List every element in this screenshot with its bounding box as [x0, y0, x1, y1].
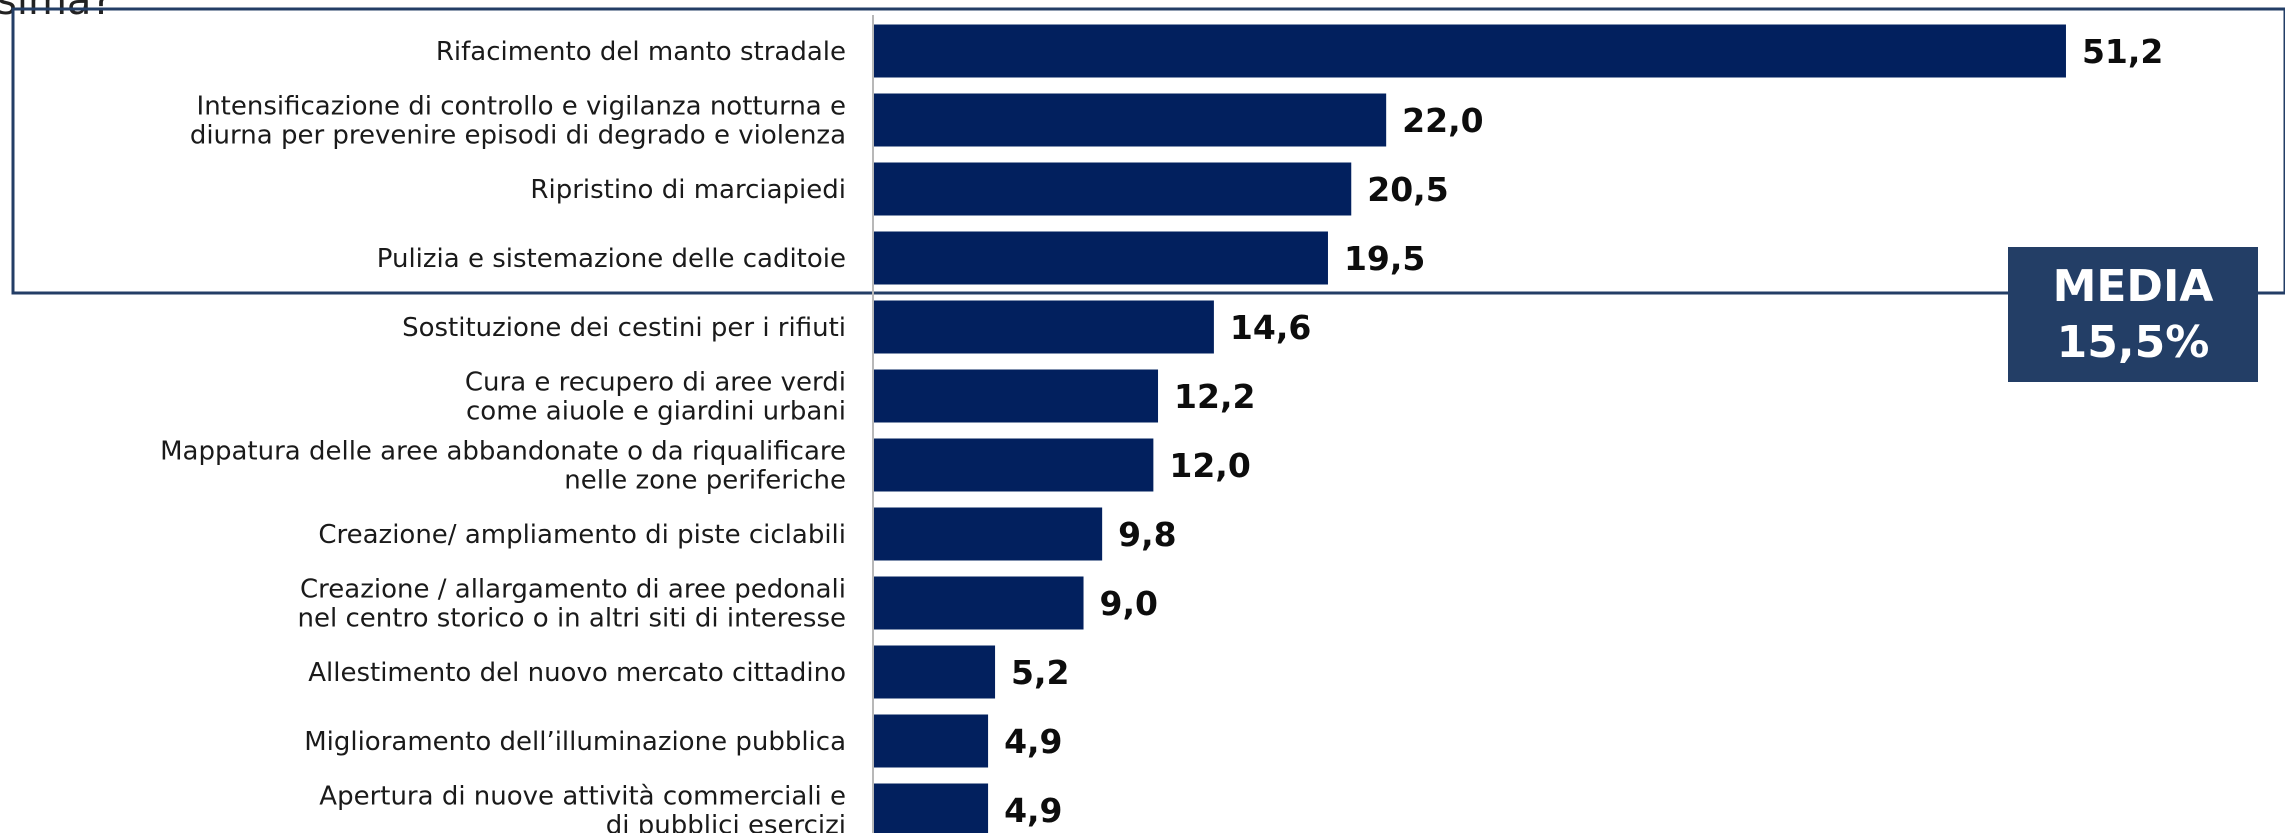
- category-label-line: Allestimento del nuovo mercato cittadino: [308, 658, 846, 688]
- category-label-line: Creazione / allargamento di aree pedonal…: [300, 575, 846, 605]
- category-label-line: Sostituzione dei cestini per i rifiuti: [402, 313, 846, 343]
- category-label-4: Pulizia e sistemazione delle caditoie: [377, 244, 846, 274]
- average-label: MEDIA: [2052, 260, 2214, 312]
- value-label-8: 9,8: [1118, 515, 1176, 554]
- bar-7: [874, 438, 1154, 492]
- category-label-8: Creazione/ ampliamento di piste ciclabil…: [318, 520, 846, 550]
- bar-9: [874, 576, 1084, 630]
- category-label-12: Apertura di nuove attività commerciali e…: [319, 782, 846, 834]
- highlight-frame: [11, 7, 2285, 295]
- bars-group: [874, 24, 2066, 837]
- category-label-line: diurna per prevenire episodi di degrado …: [190, 121, 846, 151]
- category-label-line: nel centro storico o in altri siti di in…: [298, 604, 846, 634]
- category-label-7: Mappatura delle aree abbandonate o da ri…: [160, 437, 846, 496]
- average-value: 15,5%: [2056, 316, 2210, 368]
- category-label-line: Cura e recupero di aree verdi: [465, 368, 846, 398]
- bar-3: [874, 162, 1352, 216]
- bar-4: [874, 231, 1328, 285]
- category-label-9: Creazione / allargamento di aree pedonal…: [298, 575, 846, 634]
- category-label-line: Miglioramento dell’illuminazione pubblic…: [304, 727, 846, 757]
- value-labels-group: 51,2 22,0 20,5 19,5 14,6 12,2 12,0 9,8 9,0 5,2 4,9…: [1004, 32, 2163, 830]
- category-label-11: Miglioramento dell’illuminazione pubblic…: [304, 727, 846, 757]
- value-label-10: 5,2: [1011, 653, 1069, 692]
- category-label-line: nelle zone periferiche: [564, 466, 846, 496]
- category-label-2: Intensificazione di controllo e vigilanz…: [190, 92, 846, 151]
- category-label-line: Intensificazione di controllo e vigilanz…: [197, 92, 846, 122]
- category-label-5: Sostituzione dei cestini per i rifiuti: [402, 313, 846, 343]
- value-label-12: 4,9: [1004, 791, 1062, 830]
- category-label-6: Cura e recupero di aree verdi come aiuole…: [465, 368, 846, 427]
- category-label-line: come aiuole e giardini urbani: [466, 397, 846, 427]
- bar-2: [874, 93, 1387, 147]
- value-label-11: 4,9: [1004, 722, 1062, 761]
- average-box: MEDIA 15,5%: [2008, 247, 2258, 382]
- bar-8: [874, 507, 1103, 561]
- category-label-line: Apertura di nuove attività commerciali e: [319, 782, 846, 812]
- bar-5: [874, 300, 1214, 354]
- category-label-line: Pulizia e sistemazione delle caditoie: [377, 244, 846, 274]
- value-label-2: 22,0: [1402, 101, 1483, 140]
- value-label-9: 9,0: [1100, 584, 1158, 623]
- category-label-line: Ripristino di marciapiedi: [530, 175, 846, 205]
- category-label-line: Rifacimento del manto stradale: [436, 37, 846, 67]
- value-label-3: 20,5: [1367, 170, 1448, 209]
- value-label-1: 51,2: [2082, 32, 2163, 71]
- bar-10: [874, 645, 996, 699]
- category-label-line: Mappatura delle aree abbandonate o da ri…: [160, 437, 846, 467]
- category-labels-group: Rifacimento del manto stradale Intensific…: [160, 37, 846, 837]
- value-label-4: 19,5: [1344, 239, 1425, 278]
- bar-11: [874, 714, 989, 768]
- chart-title-fragment: sima?: [0, 0, 113, 24]
- category-label-line: di pubblici esercizi: [606, 811, 846, 834]
- bar-6: [874, 369, 1159, 423]
- category-label-1: Rifacimento del manto stradale: [436, 37, 846, 67]
- value-label-7: 12,0: [1169, 446, 1250, 485]
- category-label-10: Allestimento del nuovo mercato cittadino: [308, 658, 846, 688]
- value-label-6: 12,2: [1174, 377, 1255, 416]
- bar-12: [874, 783, 989, 837]
- category-label-3: Ripristino di marciapiedi: [530, 175, 846, 205]
- value-label-5: 14,6: [1230, 308, 1311, 347]
- category-label-line: Creazione/ ampliamento di piste ciclabil…: [318, 520, 846, 550]
- bar-1: [874, 24, 2066, 78]
